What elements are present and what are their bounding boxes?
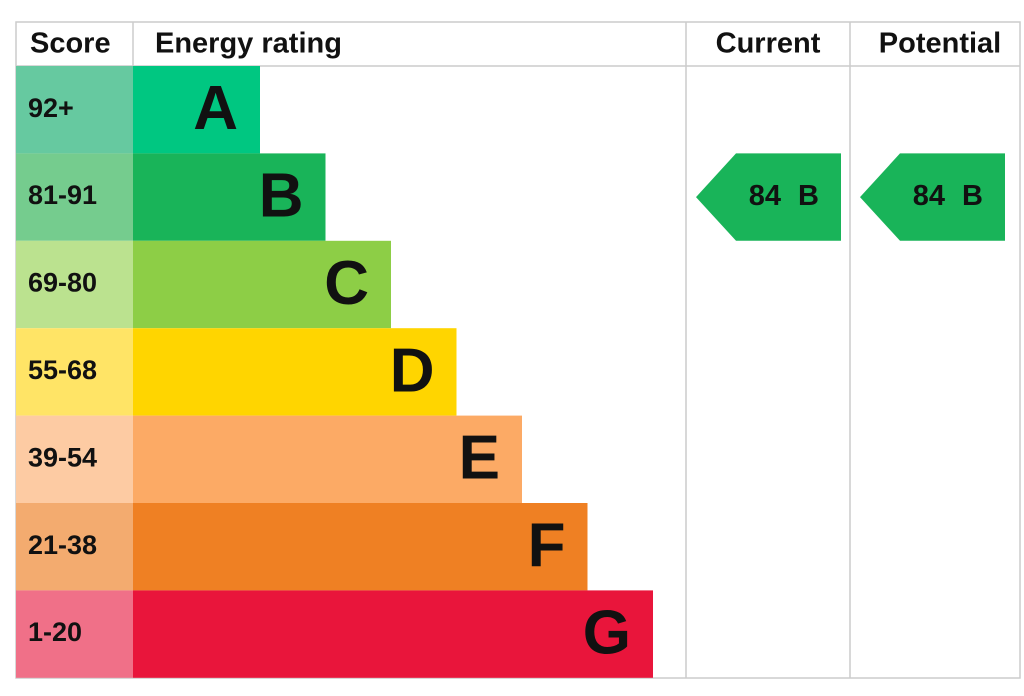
rating-letter: F bbox=[528, 511, 566, 580]
score-cell bbox=[16, 66, 133, 154]
arrow-value: 84 bbox=[749, 180, 781, 212]
rating-bar bbox=[133, 240, 391, 329]
score-cell bbox=[16, 328, 133, 416]
score-cell bbox=[16, 590, 133, 678]
rating-bar bbox=[133, 153, 326, 241]
rating-letter: E bbox=[459, 424, 500, 493]
header-score: Score bbox=[30, 28, 111, 60]
score-cell bbox=[16, 153, 133, 241]
score-label: 55-68 bbox=[28, 355, 97, 385]
header-potential: Potential bbox=[879, 28, 1001, 60]
rating-bar bbox=[133, 590, 653, 678]
rating-bar bbox=[133, 328, 457, 416]
rating-letter: A bbox=[193, 74, 238, 143]
arrow-letter: B bbox=[962, 180, 983, 212]
arrow-letter: B bbox=[798, 180, 819, 212]
rating-letter: D bbox=[390, 336, 435, 405]
score-label: 81-91 bbox=[28, 180, 97, 210]
score-label: 92+ bbox=[28, 93, 74, 123]
header-energy-rating: Energy rating bbox=[155, 28, 342, 60]
score-cell bbox=[16, 503, 133, 591]
score-label: 69-80 bbox=[28, 268, 97, 298]
rating-letter: G bbox=[583, 598, 631, 667]
header-current: Current bbox=[716, 28, 821, 60]
arrow-value: 84 bbox=[913, 180, 945, 212]
rating-bar bbox=[133, 503, 588, 591]
rating-bar bbox=[133, 66, 260, 154]
rating-letter: C bbox=[324, 249, 369, 318]
score-label: 39-54 bbox=[28, 442, 97, 472]
score-cell bbox=[16, 415, 133, 503]
rating-arrow bbox=[860, 153, 1005, 241]
score-cell bbox=[16, 240, 133, 329]
rating-arrow bbox=[696, 153, 841, 241]
score-label: 1-20 bbox=[28, 617, 82, 647]
score-label: 21-38 bbox=[28, 530, 97, 560]
rating-letter: B bbox=[259, 161, 304, 230]
rating-bar bbox=[133, 415, 522, 503]
